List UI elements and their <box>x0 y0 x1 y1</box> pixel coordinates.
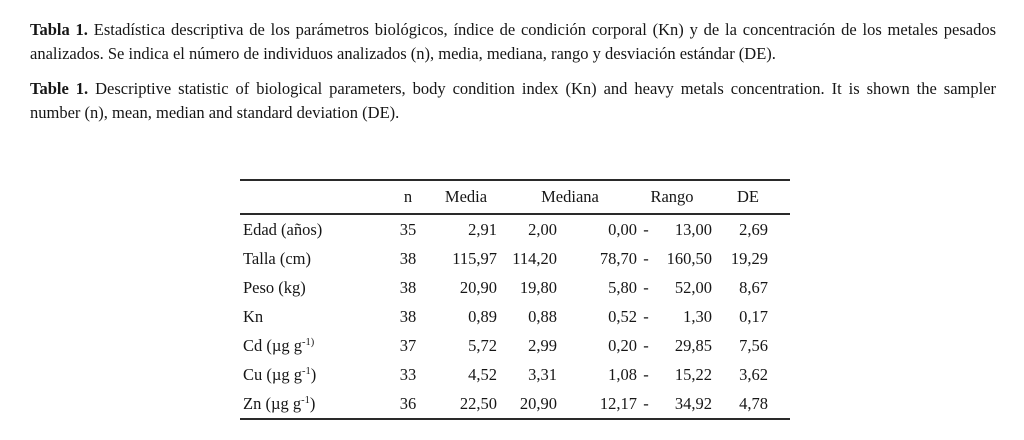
caption-english-label: Table 1. <box>30 79 89 98</box>
cell-n: 36 <box>399 394 417 413</box>
cell-parameter: Zn (µg g-1) <box>243 389 315 418</box>
caption-spanish-text: Estadística descriptiva de los parámetro… <box>30 20 996 63</box>
cell-parameter: Kn <box>243 302 263 331</box>
cell-media: 4,52 <box>468 365 497 384</box>
cell-rango-min: 1,08 <box>608 365 637 384</box>
cell-mediana: 19,80 <box>519 278 557 297</box>
parameter-label: Cu (µg g <box>243 365 303 384</box>
cell-rango-max: 13,00 <box>674 220 712 239</box>
cell-rango-min: 0,00 <box>608 220 637 239</box>
parameter-label: Edad (años) <box>243 220 323 239</box>
parameter-label: Peso (kg) <box>243 278 306 297</box>
cell-parameter: Edad (años) <box>243 215 322 244</box>
cell-rango-min: 12,17 <box>599 394 637 413</box>
cell-mediana: 0,88 <box>528 307 557 326</box>
cell-parameter: Cu (µg g-1) <box>243 360 316 389</box>
header-n: n <box>403 187 413 206</box>
header-mediana: Mediana <box>541 187 599 206</box>
cell-de: 7,56 <box>739 336 768 355</box>
parameter-label: Zn (µg g <box>243 394 302 413</box>
table-row-kn: Kn 38 0,89 0,88 0,52 - 1,30 0,17 <box>240 302 790 331</box>
cell-mediana: 2,99 <box>528 336 557 355</box>
cell-mediana: 20,90 <box>519 394 557 413</box>
header-rango: Rango <box>650 187 694 206</box>
cell-media: 22,50 <box>459 394 497 413</box>
cell-parameter: Cd (µg g-1) <box>243 331 314 360</box>
table-row-peso: Peso (kg) 38 20,90 19,80 5,80 - 52,00 8,… <box>240 273 790 302</box>
parameter-superscript: -1) <box>302 337 315 348</box>
table-row-cu: Cu (µg g-1) 33 4,52 3,31 1,08 - 15,22 3,… <box>240 360 790 389</box>
cell-rango-max: 34,92 <box>674 394 712 413</box>
cell-n: 33 <box>399 365 417 384</box>
cell-n: 35 <box>399 220 417 239</box>
statistics-table: n Media Mediana Rango DE Edad (años) 35 … <box>240 179 790 420</box>
cell-rango-max: 29,85 <box>674 336 712 355</box>
caption-spanish-label: Tabla 1. <box>30 20 88 39</box>
rango-dash: - <box>643 307 649 326</box>
rango-dash: - <box>643 249 649 268</box>
cell-de: 0,17 <box>739 307 768 326</box>
cell-rango-max: 52,00 <box>674 278 712 297</box>
cell-n: 37 <box>399 336 417 355</box>
cell-media: 5,72 <box>468 336 497 355</box>
cell-rango-min: 0,52 <box>608 307 637 326</box>
table-header-row: n Media Mediana Rango DE <box>240 181 790 215</box>
parameter-superscript: -1 <box>301 395 310 406</box>
caption-spanish: Tabla 1. Estadística descriptiva de los … <box>30 18 996 65</box>
table-row-talla: Talla (cm) 38 115,97 114,20 78,70 - 160,… <box>240 244 790 273</box>
cell-rango-max: 160,50 <box>666 249 712 268</box>
cell-media: 115,97 <box>452 249 497 268</box>
cell-de: 19,29 <box>730 249 768 268</box>
cell-rango-max: 1,30 <box>683 307 712 326</box>
cell-mediana: 3,31 <box>528 365 557 384</box>
cell-parameter: Talla (cm) <box>243 244 311 273</box>
caption-english-text: Descriptive statistic of biological para… <box>30 79 997 122</box>
caption-english: Table 1. Descriptive statistic of biolog… <box>30 77 996 124</box>
parameter-label-close: ) <box>310 365 317 384</box>
cell-media: 20,90 <box>459 278 497 297</box>
cell-rango-min: 5,80 <box>608 278 637 297</box>
cell-mediana: 2,00 <box>528 220 557 239</box>
table-row-cd: Cd (µg g-1) 37 5,72 2,99 0,20 - 29,85 7,… <box>240 331 790 360</box>
rango-dash: - <box>643 278 649 297</box>
rango-dash: - <box>643 336 649 355</box>
cell-n: 38 <box>399 307 417 326</box>
parameter-superscript: -1 <box>302 366 311 377</box>
table-captions: Tabla 1. Estadística descriptiva de los … <box>30 18 996 124</box>
table-row-zn: Zn (µg g-1) 36 22,50 20,90 12,17 - 34,92… <box>240 389 790 418</box>
cell-rango-min: 78,70 <box>599 249 637 268</box>
cell-de: 4,78 <box>739 394 768 413</box>
parameter-label: Kn <box>243 307 264 326</box>
cell-n: 38 <box>399 249 417 268</box>
table-row-edad: Edad (años) 35 2,91 2,00 0,00 - 13,00 2,… <box>240 215 790 244</box>
cell-rango-min: 0,20 <box>608 336 637 355</box>
cell-de: 2,69 <box>739 220 768 239</box>
cell-parameter: Peso (kg) <box>243 273 306 302</box>
cell-media: 2,91 <box>468 220 497 239</box>
rango-dash: - <box>643 365 649 384</box>
parameter-label: Cd (µg g <box>243 336 303 355</box>
cell-de: 3,62 <box>739 365 768 384</box>
header-media: Media <box>444 187 488 206</box>
cell-mediana: 114,20 <box>512 249 557 268</box>
parameter-label-close: ) <box>309 394 316 413</box>
cell-rango-max: 15,22 <box>674 365 712 384</box>
parameter-label: Talla (cm) <box>243 249 312 268</box>
cell-n: 38 <box>399 278 417 297</box>
cell-de: 8,67 <box>739 278 768 297</box>
cell-media: 0,89 <box>468 307 497 326</box>
rango-dash: - <box>643 394 649 413</box>
rango-dash: - <box>643 220 649 239</box>
header-de: DE <box>737 187 759 206</box>
